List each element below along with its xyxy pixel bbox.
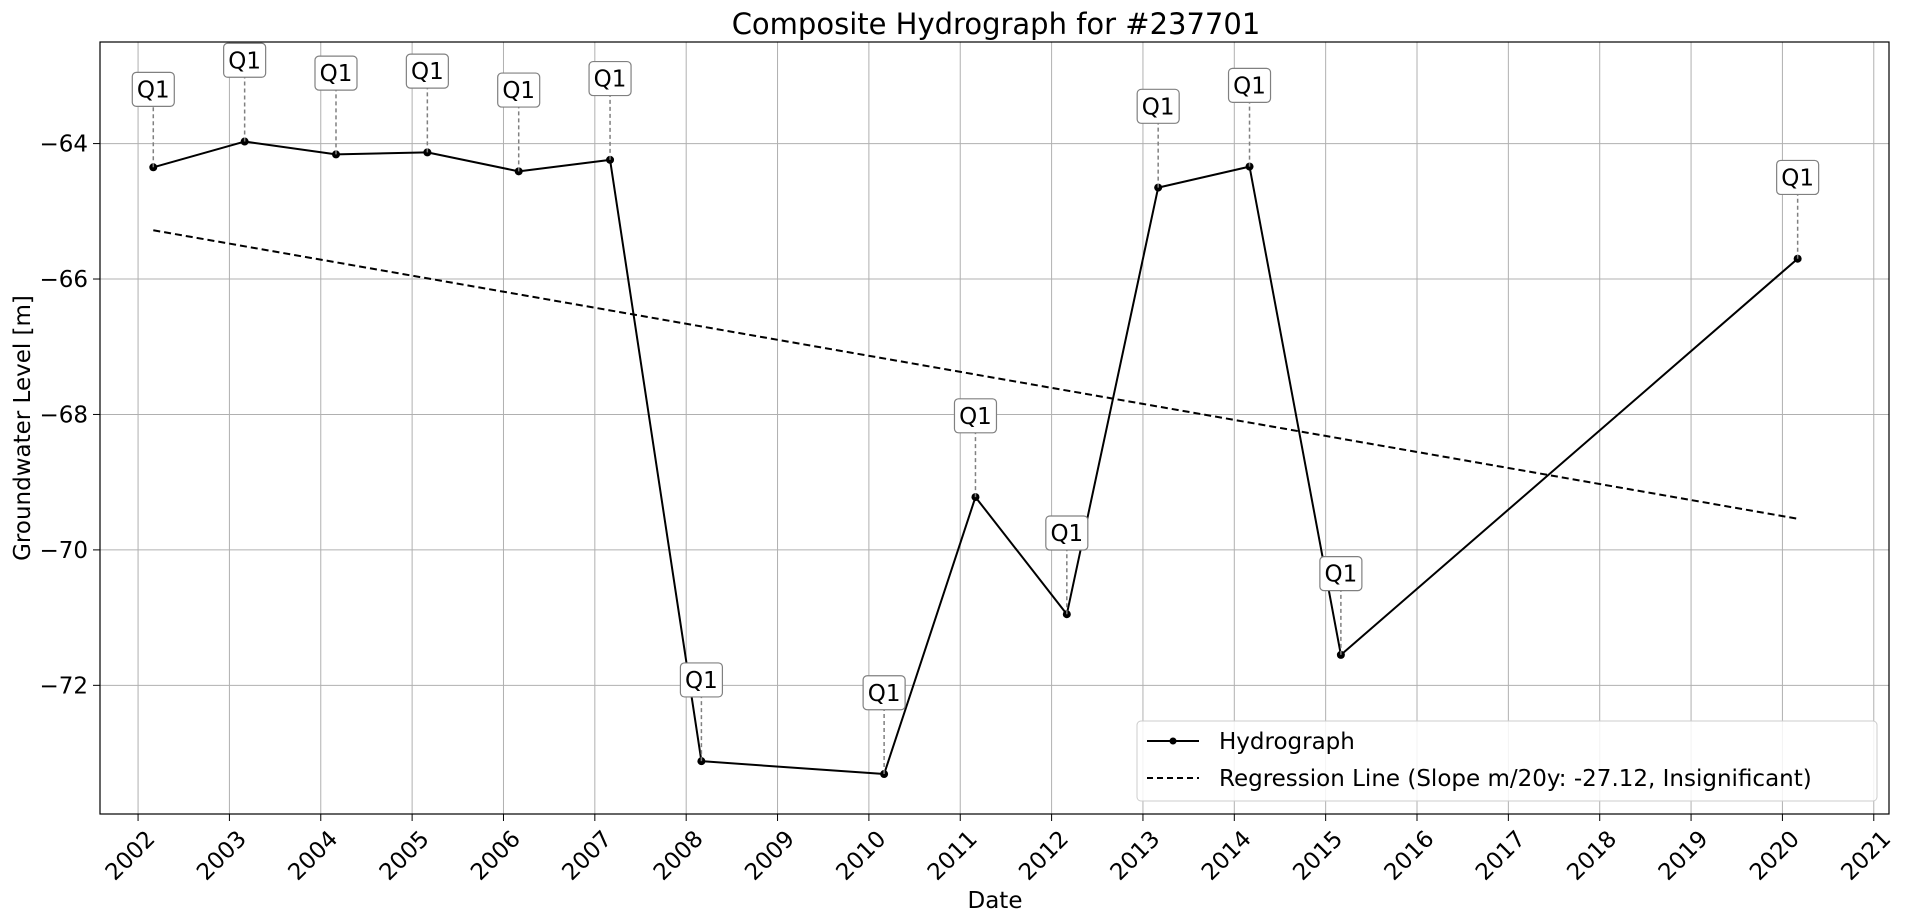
regression-line [153,229,1798,520]
point-label: Q1 [502,78,535,104]
point-label: Q1 [594,67,627,93]
x-tick-label: 2004 [283,826,343,886]
point-label: Q1 [228,48,261,74]
point-label: Q1 [1781,165,1814,191]
point-label-box [1227,67,1272,103]
legend-hydrograph-label: Hydrograph [1219,729,1355,755]
y-tick-label: −72 [39,673,88,699]
point-label: Q1 [1142,94,1175,120]
legend-regression-label: Regression Line (Slope m/20y: -27.12, In… [1219,766,1812,792]
point-label-box [953,398,998,434]
x-tick-label: 2007 [557,826,617,886]
point-label: Q1 [1050,521,1083,547]
x-tick-label: 2016 [1380,826,1440,886]
point-label: Q1 [1325,562,1358,588]
point-label: Q1 [959,404,992,430]
x-tick-label: 2014 [1197,826,1257,886]
x-tick-label: 2002 [101,826,161,886]
point-label-box [1045,515,1089,551]
point-label-box [862,675,906,711]
x-tick-label: 2021 [1836,826,1896,886]
grid [100,42,1889,814]
point-label-box [588,60,632,97]
point-label-box [405,53,449,89]
y-axis-label: Groundwater Level [m] [10,295,36,561]
point-label-box [497,72,541,108]
y-tick-label: −68 [39,402,88,428]
x-tick-label: 2008 [649,826,709,886]
point-labels-layer: Q1 Q1 Q1 Q1 Q1 Q1 Q1 Q1 Q1 Q1 Q1 Q1 Q1 Q1 [131,42,1820,775]
x-tick-label: 2011 [923,826,983,886]
point-label: Q1 [137,77,170,103]
point-label: Q1 [685,668,718,694]
x-tick-label: 2019 [1654,826,1714,886]
point-label-box [131,71,175,108]
x-tick-label: 2006 [466,826,526,886]
point-label: Q1 [411,59,444,85]
x-tick-label: 2018 [1562,826,1622,886]
point-label-box [679,662,724,698]
x-tick-label: 2012 [1014,826,1074,886]
point-label: Q1 [868,681,901,707]
legend: Hydrograph Regression Line (Slope m/20y:… [1136,720,1878,802]
x-tick-label: 2010 [832,826,892,886]
plot-frame [99,41,1890,815]
hydrograph-layer [149,137,1802,779]
y-axis-ticks: −72 −70 −68 −66 −64 [39,132,100,699]
chart-title: Composite Hydrograph for #237701 [732,7,1261,41]
point-label-box [1136,88,1180,124]
x-tick-label: 2003 [192,826,252,886]
y-tick-label: −66 [39,267,88,293]
hydrograph-line [153,140,1799,776]
point-label-box [223,42,267,78]
y-tick-label: −64 [39,132,88,158]
legend-box [1136,720,1878,802]
point-label-box [314,55,358,91]
x-tick-label: 2013 [1106,826,1166,886]
point-label: Q1 [1233,73,1266,99]
point-label-box [1319,555,1363,592]
point-label: Q1 [320,61,353,87]
x-tick-label: 2020 [1745,826,1805,886]
x-tick-label: 2017 [1471,826,1531,886]
x-tick-label: 2015 [1288,826,1348,886]
x-axis-label: Date [968,888,1023,914]
x-tick-label: 2009 [740,826,800,886]
legend-hydrograph-marker [1169,737,1177,745]
y-tick-label: −70 [39,538,88,564]
regression-layer [153,229,1798,520]
x-axis-ticks: 2002 2003 2004 2005 2006 2007 2008 2009 2010 2011… [101,814,1896,886]
point-label-box [1776,159,1820,196]
x-tick-label: 2005 [375,826,435,886]
